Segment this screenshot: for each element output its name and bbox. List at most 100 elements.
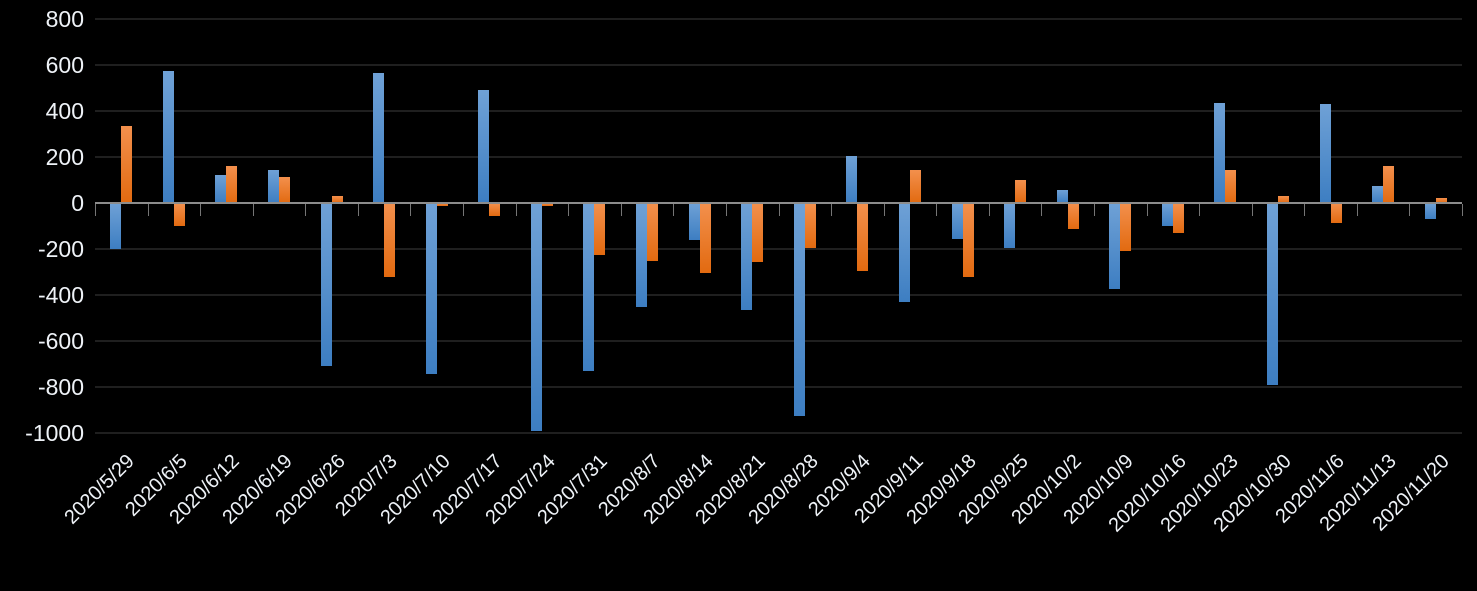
- bar-blue: [636, 203, 648, 307]
- bar-blue: [215, 175, 227, 203]
- bar-blue: [898, 203, 910, 302]
- axis-tick: [463, 204, 465, 216]
- bar-orange: [752, 203, 764, 262]
- bar-blue: [688, 203, 700, 240]
- bar-orange: [1383, 166, 1395, 203]
- bar-blue: [1319, 104, 1331, 203]
- bar-orange: [647, 203, 659, 261]
- axis-tick: [568, 204, 570, 216]
- axis-tick: [1199, 204, 1201, 216]
- bar-orange: [541, 203, 553, 207]
- x-axis-line: [95, 202, 1462, 204]
- axis-tick: [1304, 204, 1306, 216]
- bar-orange: [1225, 169, 1237, 203]
- gridline: [95, 432, 1462, 434]
- axis-tick: [305, 204, 307, 216]
- axis-tick: [883, 204, 885, 216]
- bar-orange: [1330, 203, 1342, 223]
- y-tick-label: 400: [45, 98, 84, 124]
- bar-orange: [1067, 203, 1079, 230]
- bar-orange: [1120, 203, 1132, 252]
- axis-tick: [1041, 204, 1043, 216]
- bar-blue: [162, 70, 174, 203]
- bar-blue: [1109, 203, 1121, 290]
- bar-orange: [489, 203, 501, 216]
- axis-tick: [1093, 204, 1095, 216]
- bar-orange: [909, 169, 921, 203]
- y-tick-label: 0: [71, 190, 84, 216]
- bar-blue: [1056, 190, 1068, 203]
- bar-orange: [1015, 180, 1027, 203]
- axis-tick: [200, 204, 202, 216]
- axis-tick: [95, 204, 96, 216]
- y-tick-label: 600: [45, 52, 84, 78]
- bar-blue: [320, 203, 332, 367]
- axis-tick: [936, 204, 938, 216]
- bar-orange: [804, 203, 816, 248]
- bar-blue: [741, 203, 753, 310]
- axis-tick: [1146, 204, 1148, 216]
- bar-blue: [1266, 203, 1278, 385]
- y-tick-label: -800: [37, 374, 84, 400]
- gridline: [95, 156, 1462, 158]
- bar-orange: [1172, 203, 1184, 233]
- y-tick-label: -600: [37, 328, 84, 354]
- bar-orange: [226, 166, 238, 203]
- bar-orange: [279, 176, 291, 203]
- bar-blue: [951, 203, 963, 239]
- axis-tick: [1409, 204, 1411, 216]
- bar-orange: [857, 203, 869, 271]
- axis-tick: [988, 204, 990, 216]
- bar-blue: [1214, 102, 1226, 203]
- bar-blue: [478, 90, 490, 203]
- bar-blue: [583, 203, 595, 371]
- bar-orange: [331, 196, 343, 203]
- bar-orange: [121, 125, 133, 203]
- bar-orange: [173, 203, 185, 226]
- axis-tick: [252, 204, 254, 216]
- y-tick-label: 800: [45, 6, 84, 32]
- gridline: [95, 248, 1462, 250]
- bar-orange: [384, 203, 396, 277]
- bar-orange: [962, 203, 974, 277]
- bar-blue: [1424, 203, 1436, 220]
- bar-blue: [1372, 185, 1384, 203]
- bar-blue: [793, 203, 805, 416]
- bar-blue: [268, 169, 280, 203]
- gridline: [95, 340, 1462, 342]
- bar-orange: [699, 203, 711, 274]
- axis-tick: [620, 204, 622, 216]
- gridline: [95, 64, 1462, 66]
- axis-tick: [1356, 204, 1358, 216]
- bar-orange: [436, 203, 448, 207]
- axis-tick: [1462, 204, 1463, 216]
- gridline: [95, 386, 1462, 388]
- axis-tick: [357, 204, 359, 216]
- bar-orange: [594, 203, 606, 255]
- bar-orange: [1277, 196, 1289, 203]
- bar-blue: [1161, 203, 1173, 226]
- bar-blue: [1004, 203, 1016, 248]
- gridline: [95, 294, 1462, 296]
- bar-blue: [110, 203, 122, 249]
- bar-orange: [1435, 198, 1447, 203]
- axis-tick: [725, 204, 727, 216]
- y-tick-label: -1000: [25, 420, 84, 446]
- bar-blue: [373, 73, 385, 203]
- axis-tick: [778, 204, 780, 216]
- axis-tick: [673, 204, 675, 216]
- axis-tick: [515, 204, 517, 216]
- bar-blue: [530, 203, 542, 431]
- axis-tick: [147, 204, 149, 216]
- bar-blue: [425, 203, 437, 375]
- axis-tick: [410, 204, 412, 216]
- gridline: [95, 110, 1462, 112]
- axis-tick: [1251, 204, 1253, 216]
- bar-blue: [846, 155, 858, 203]
- y-tick-label: -200: [37, 236, 84, 262]
- y-tick-label: 200: [45, 144, 84, 170]
- axis-tick: [831, 204, 833, 216]
- y-tick-label: -400: [37, 282, 84, 308]
- gridline: [95, 18, 1462, 20]
